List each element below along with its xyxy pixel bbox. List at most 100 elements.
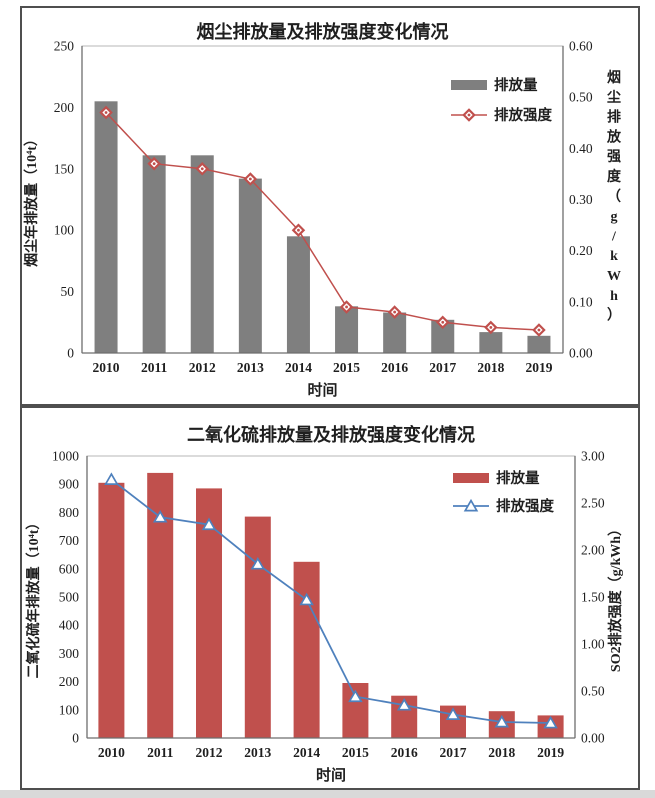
x-tick-label: 2017 — [429, 360, 456, 375]
right-tick-label: 1.00 — [581, 637, 605, 652]
left-tick-label: 250 — [54, 39, 75, 54]
triangle-marker — [463, 498, 479, 512]
triangle-marker — [348, 689, 363, 703]
x-axis-title: 时间 — [307, 381, 337, 399]
bar-2014 — [286, 236, 310, 353]
bar-2015 — [335, 306, 359, 353]
marker-dot — [200, 167, 204, 171]
left-tick-label: 800 — [59, 505, 80, 520]
legend-label: 排放量 — [494, 76, 538, 94]
left-tick-label: 150 — [54, 161, 75, 176]
left-tick-label: 0 — [67, 346, 74, 361]
legend-bar-swatch — [451, 80, 487, 90]
marker-dot — [248, 177, 252, 181]
chart-svg: 0 50 100 150 200 250 0.00 0.10 0.20 0.30 0.40 0.50 0… — [23, 21, 622, 399]
right-axis-title-char: h — [610, 289, 618, 304]
x-tick-label: 2016 — [381, 360, 408, 375]
left-tick-label: 700 — [59, 533, 80, 548]
bar-2014 — [293, 561, 320, 739]
right-axis-title-char: 度 — [607, 168, 622, 185]
x-tick-label: 2018 — [477, 360, 504, 375]
left-tick-label: 200 — [59, 674, 80, 689]
x-tick-label: 2018 — [488, 745, 515, 760]
right-tick-label: 0.00 — [569, 346, 593, 361]
left-tick-label: 100 — [54, 223, 75, 238]
right-tick-label: 2.50 — [581, 496, 605, 511]
x-tick-label: 2019 — [525, 360, 552, 375]
marker-dot — [152, 162, 156, 166]
x-tick-label: 2014 — [285, 360, 312, 375]
right-tick-label: 0.00 — [581, 731, 605, 746]
right-tick-label: 0.10 — [569, 294, 593, 309]
left-tick-label: 600 — [59, 561, 80, 576]
intensity-line — [105, 111, 540, 331]
marker-dot — [537, 328, 541, 332]
legend-label: 排放强度 — [494, 106, 552, 124]
marker-dot — [441, 320, 445, 324]
right-tick-label: 1.50 — [581, 590, 605, 605]
x-tick-label: 2019 — [537, 745, 564, 760]
bar-2012 — [190, 155, 214, 353]
left-tick-label: 0 — [72, 731, 79, 746]
triangle-marker — [494, 714, 510, 728]
right-tick-label: 3.00 — [581, 449, 605, 464]
x-tick-label: 2013 — [244, 745, 271, 760]
marker-dot — [393, 310, 397, 314]
triangle-marker — [445, 707, 461, 720]
right-axis-title-char: / — [611, 229, 617, 244]
right-tick-label: 0.50 — [581, 684, 605, 699]
bar-2013 — [244, 516, 271, 738]
footer-strip — [0, 790, 655, 798]
x-tick-label: 2015 — [333, 360, 360, 375]
x-tick-label: 2010 — [98, 745, 125, 760]
legend-label: 排放强度 — [496, 497, 554, 515]
right-axis-title-char: 排 — [607, 109, 621, 126]
right-tick-label: 2.00 — [581, 543, 605, 558]
x-axis-title: 时间 — [316, 766, 346, 784]
x-tick-label: 2012 — [189, 360, 216, 375]
right-axis-title-char: 放 — [606, 128, 622, 145]
marker-dot — [297, 228, 300, 232]
right-tick-label: 0.30 — [569, 192, 593, 207]
legend-label: 排放量 — [496, 469, 540, 487]
left-tick-label: 500 — [59, 590, 80, 605]
left-axis-title: 二氧化硫年排放量（10⁴t） — [25, 516, 42, 679]
x-tick-label: 2011 — [147, 745, 174, 760]
bar-2010 — [98, 482, 125, 738]
marker-dot — [489, 326, 493, 329]
legend-bar-swatch — [453, 473, 489, 483]
triangle-marker — [396, 698, 412, 711]
right-tick-label: 0.20 — [569, 243, 593, 258]
triangle-marker — [250, 557, 266, 570]
chart-svg: 0 100 200 300 400 500 600 700 800 900 1000 0.00 0.50… — [25, 424, 624, 784]
left-tick-label: 1000 — [52, 449, 79, 464]
x-tick-label: 2014 — [293, 745, 320, 760]
right-axis-title: SO2排放强度（g/kWh） — [607, 522, 624, 672]
right-axis-title-char: k — [610, 249, 618, 264]
x-tick-label: 2017 — [440, 745, 467, 760]
bar-2017 — [431, 319, 455, 353]
x-tick-label: 2016 — [391, 745, 418, 760]
x-tick-label: 2013 — [237, 360, 264, 375]
left-tick-label: 900 — [59, 477, 80, 492]
triangle-marker — [543, 715, 558, 729]
right-axis-title-char: g — [611, 210, 618, 225]
right-axis-title-char: 烟 — [607, 70, 621, 86]
bar-2016 — [383, 312, 407, 353]
left-tick-label: 100 — [59, 702, 80, 717]
triangle-marker — [201, 517, 217, 531]
right-tick-label: 0.60 — [569, 39, 593, 54]
bar-2011 — [142, 155, 166, 353]
x-tick-label: 2015 — [342, 745, 369, 760]
triangle-marker — [299, 592, 314, 606]
right-tick-label: 0.40 — [569, 141, 593, 156]
right-axis-title-char: 强 — [607, 149, 621, 165]
chart-title: 二氧化硫排放量及排放强度变化情况 — [187, 424, 475, 445]
triangle-marker — [104, 472, 119, 485]
triangle-marker — [152, 510, 168, 523]
bar-2010 — [94, 101, 118, 353]
left-axis-title: 烟尘年排放量（10⁴t） — [23, 132, 40, 267]
bar-2013 — [238, 178, 262, 353]
chart-title: 烟尘排放量及排放强度变化情况 — [197, 21, 449, 42]
